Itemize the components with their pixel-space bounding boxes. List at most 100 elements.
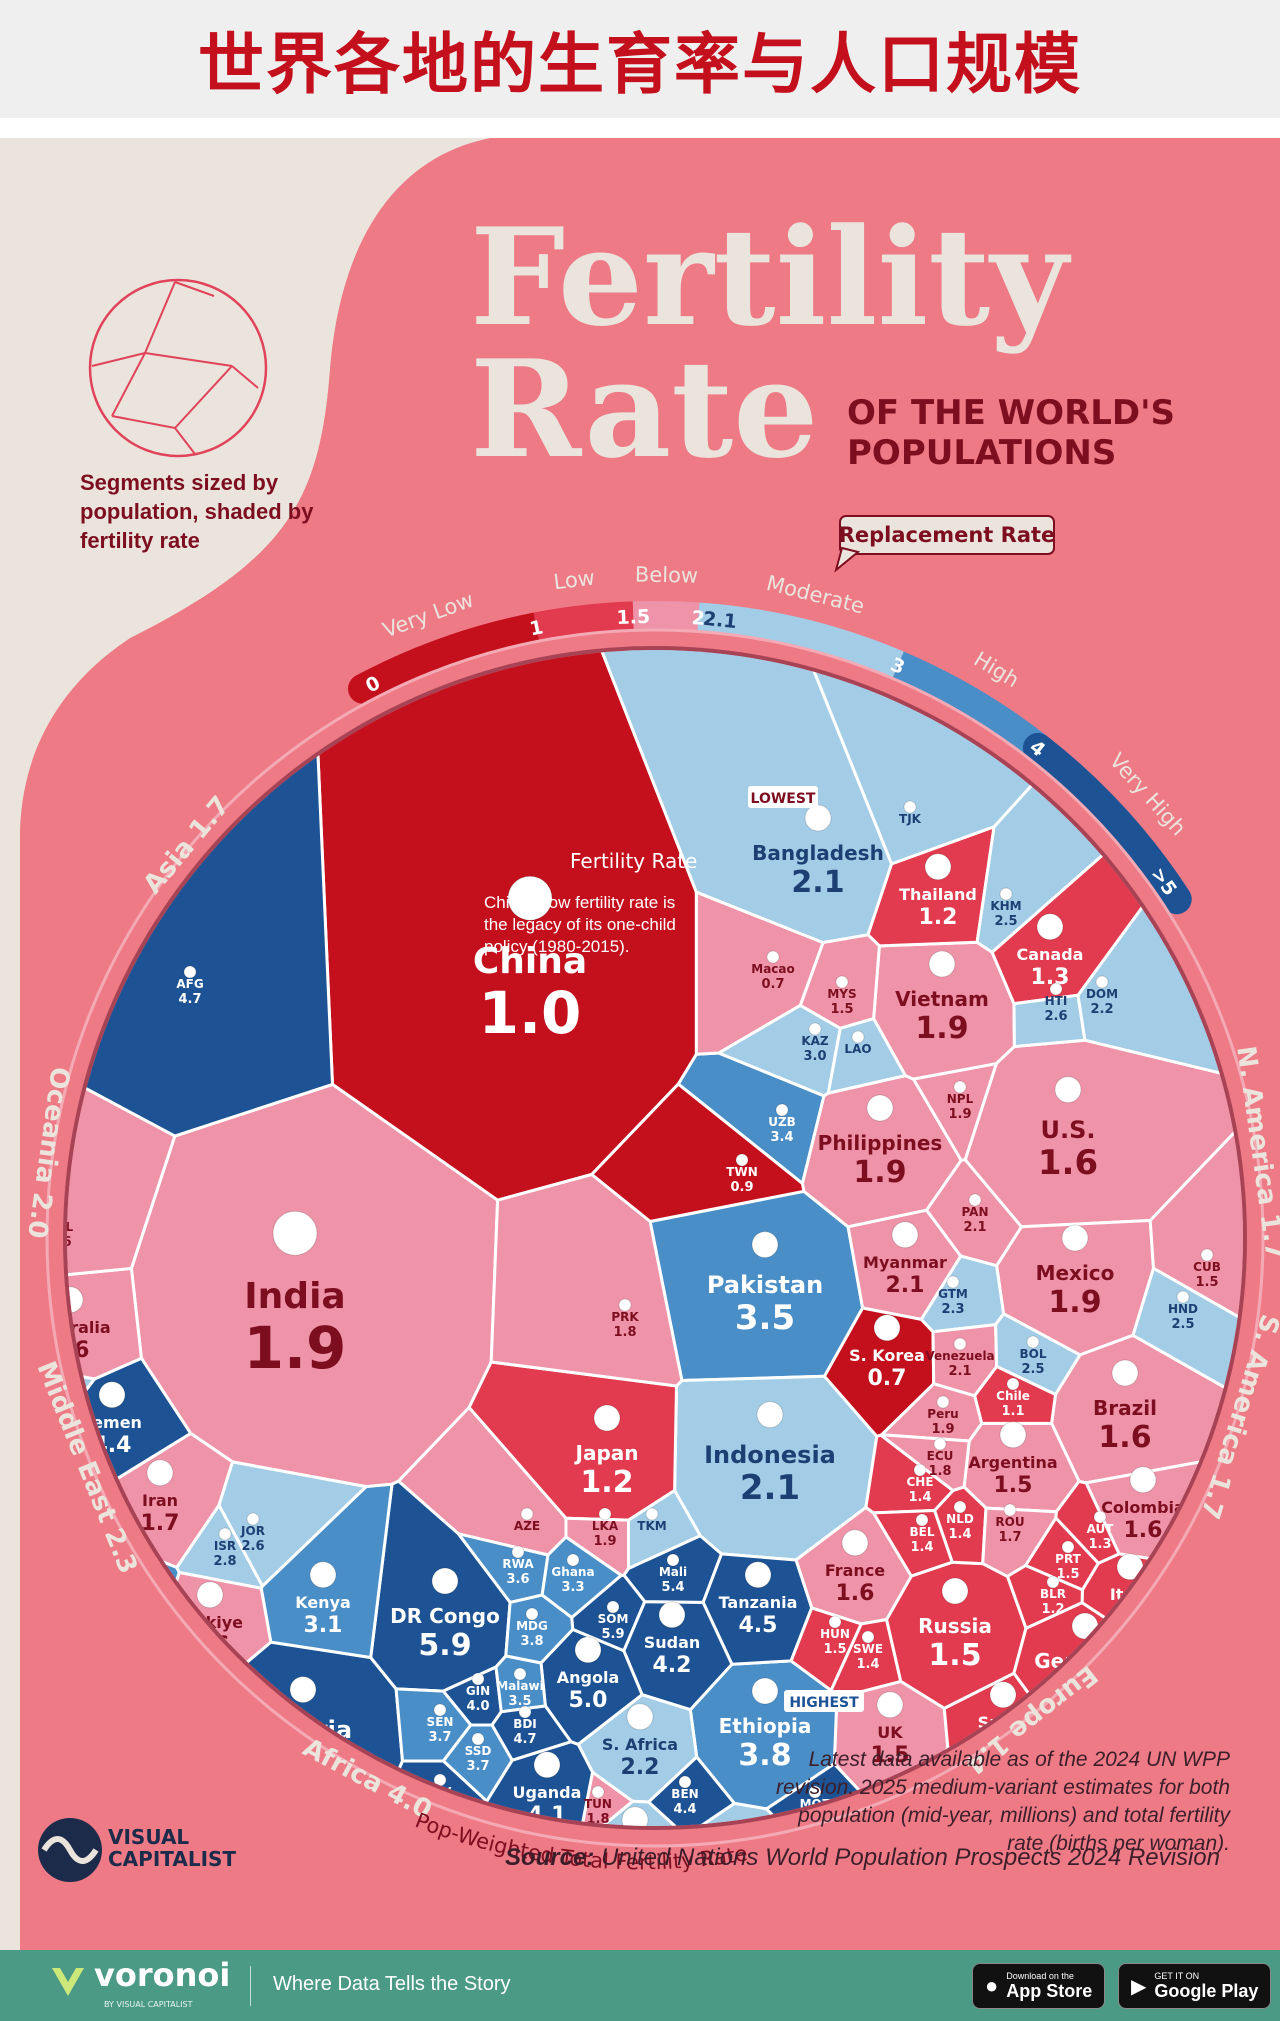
- flag-icon: [989, 1681, 1017, 1709]
- country-value: 1.4: [910, 1540, 933, 1555]
- country-value: 2.1: [963, 1220, 986, 1235]
- cell-ben: [647, 1755, 736, 1826]
- flag-icon: [828, 1615, 842, 1629]
- cell-lao: [826, 1017, 907, 1095]
- flag-icon: [598, 1507, 612, 1521]
- flag-icon: [626, 1703, 654, 1731]
- country-label: ZWE: [477, 1884, 507, 1898]
- flag-icon: [1026, 1335, 1040, 1349]
- country-value: 2.3: [941, 1302, 964, 1317]
- country-label: SOM: [598, 1612, 629, 1626]
- country-label: SWE: [853, 1642, 883, 1656]
- flag-icon: [1049, 982, 1063, 996]
- flag-icon: [933, 1437, 947, 1451]
- country-label: Mali: [659, 1565, 687, 1579]
- source-text: United Nations World Population Prospect…: [601, 1844, 1220, 1871]
- flag-icon: [193, 1683, 207, 1697]
- country-value: 1.2: [1041, 1602, 1064, 1617]
- country-label: S. Korea: [849, 1346, 925, 1365]
- country-label: HUN: [820, 1627, 850, 1641]
- google-play-button[interactable]: ▶ GET IT ON Google Play: [1118, 1963, 1272, 2009]
- country-label: U.S.: [1040, 1116, 1095, 1144]
- cell-bel: [872, 1509, 954, 1578]
- country-label: SEN: [427, 1715, 454, 1729]
- country-label: Mexico: [1036, 1261, 1115, 1285]
- country-value: 1.9: [853, 1155, 906, 1190]
- country-value: 1.3: [1088, 1537, 1111, 1552]
- scale-tick: 1: [528, 616, 545, 640]
- country-value: 4.7: [178, 992, 201, 1007]
- flag-icon: [1176, 1290, 1190, 1304]
- flag-icon: [866, 1094, 894, 1122]
- country-value: 1.5: [823, 1642, 846, 1657]
- google-play-small: GET IT ON: [1154, 1971, 1200, 1981]
- country-label: Kenya: [295, 1593, 351, 1612]
- page-header: 世界各地的生育率与人口规模: [0, 0, 1280, 118]
- replacement-rate-callout: Replacement Rate: [834, 515, 1055, 573]
- flag-icon: [289, 1676, 317, 1704]
- flag-icon: [953, 1500, 967, 1514]
- country-value: 3.4: [770, 1130, 793, 1145]
- flag-icon: [915, 1513, 929, 1527]
- svg-text:LOWEST: LOWEST: [751, 791, 816, 807]
- country-label: TUN: [584, 1797, 612, 1811]
- flag-icon: [1061, 1224, 1089, 1252]
- country-label: Ethiopia: [719, 1714, 812, 1738]
- country-value: 1.8: [586, 1812, 609, 1827]
- country-value: 4.2: [631, 1917, 654, 1932]
- country-value: 0.9: [730, 1180, 753, 1195]
- country-label: China: [473, 941, 587, 982]
- country-value: 4.4: [673, 1802, 696, 1817]
- country-label: UZB: [768, 1115, 796, 1129]
- flag-icon: [218, 1527, 232, 1541]
- app-store-button[interactable]: ● Download on the App Store: [972, 1963, 1106, 2009]
- flag-icon: [806, 1879, 818, 1891]
- country-value: 2.3: [188, 1710, 211, 1725]
- google-play-label: Google Play: [1154, 1981, 1259, 2001]
- country-value: 1.6: [48, 1235, 71, 1250]
- flag-icon: [756, 1401, 784, 1429]
- country-label: TGO: [798, 1890, 826, 1904]
- country-label: HTI: [1045, 994, 1068, 1008]
- country-value: 2.6: [241, 1539, 264, 1554]
- country-label: France: [825, 1561, 885, 1580]
- cell-swe: [829, 1618, 903, 1700]
- country-label: DOM: [1086, 987, 1118, 1001]
- country-label: LAO: [844, 1042, 871, 1056]
- outer-ring-line: [45, 628, 1265, 1848]
- flag-icon: [1036, 913, 1064, 941]
- flag-icon: [968, 1193, 982, 1207]
- country-label: CMR: [628, 1902, 658, 1916]
- country-value: 1.9: [244, 1314, 347, 1382]
- country-label: ECU: [927, 1449, 954, 1463]
- flag-icon: [924, 853, 952, 881]
- country-value: 4.0: [466, 1699, 489, 1714]
- country-value: 1.9: [1048, 1285, 1101, 1320]
- flag-icon: [618, 1298, 632, 1312]
- country-value: 1.5: [928, 1638, 981, 1673]
- flag-icon: [1061, 1540, 1075, 1554]
- country-value: 3.6: [506, 1572, 529, 1587]
- country-value: 1.4: [856, 1657, 879, 1672]
- country-label: SSD: [465, 1744, 492, 1758]
- scale-band-very-low: [348, 612, 552, 704]
- flag-icon: [903, 800, 917, 814]
- flag-icon: [953, 1080, 967, 1094]
